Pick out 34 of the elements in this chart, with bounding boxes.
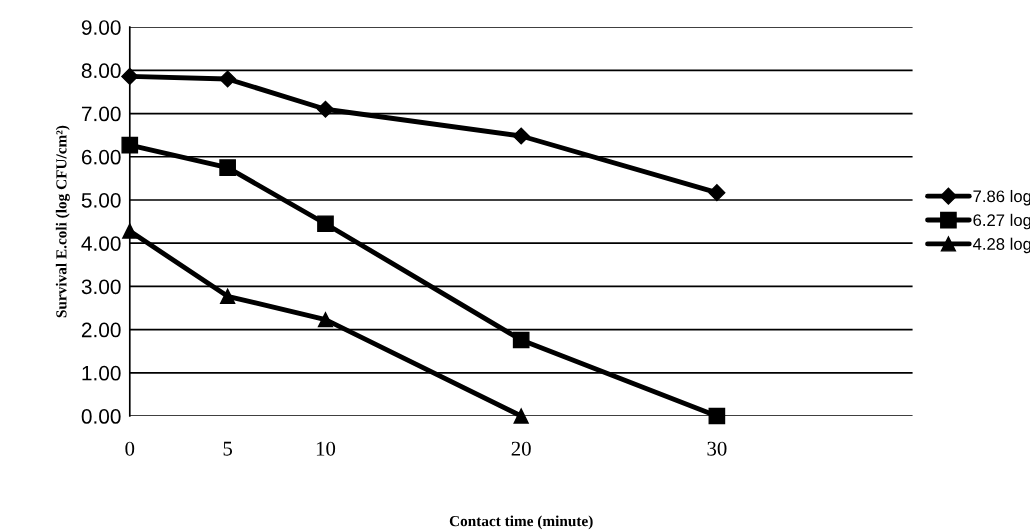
y-tick-label: 6.00: [81, 149, 121, 165]
x-axis-title: Contact time (minute): [449, 515, 593, 530]
x-tick-label: 0: [125, 441, 135, 456]
x-tick-label: 30: [707, 441, 727, 456]
y-tick-label: 0.00: [81, 409, 121, 424]
point: [316, 100, 335, 118]
point: [513, 408, 529, 424]
x-tick-label: 5: [223, 441, 233, 456]
y-tick-label: 7.00: [81, 106, 121, 122]
x-tick-label: 20: [511, 441, 531, 456]
point: [512, 331, 530, 349]
legend-label: 7.86 log: [973, 189, 1030, 206]
y-tick-label: 3.00: [81, 279, 121, 295]
point: [317, 312, 334, 328]
y-tick-label: 5.00: [81, 192, 121, 208]
point: [219, 70, 237, 88]
point: [512, 127, 530, 145]
legend-label: 4.28 log: [972, 237, 1030, 254]
legend-label: 6.27 log: [973, 213, 1030, 230]
y-axis-title: Survival E.coli (log CFU/cm²): [55, 125, 70, 318]
y-tick-label: 2.00: [81, 322, 121, 338]
point: [122, 223, 138, 239]
x-tick-label: 10: [316, 441, 336, 456]
point: [708, 184, 726, 202]
point: [219, 159, 236, 176]
y-tick-label: 4.00: [81, 236, 121, 251]
y-tick-label: 9.00: [81, 20, 121, 35]
point: [121, 67, 139, 85]
y-tick-label: 8.00: [81, 63, 121, 79]
y-tick-label: 1.00: [82, 365, 121, 381]
point: [121, 136, 139, 154]
point: [219, 288, 236, 304]
point: [708, 407, 726, 425]
point: [317, 215, 334, 233]
